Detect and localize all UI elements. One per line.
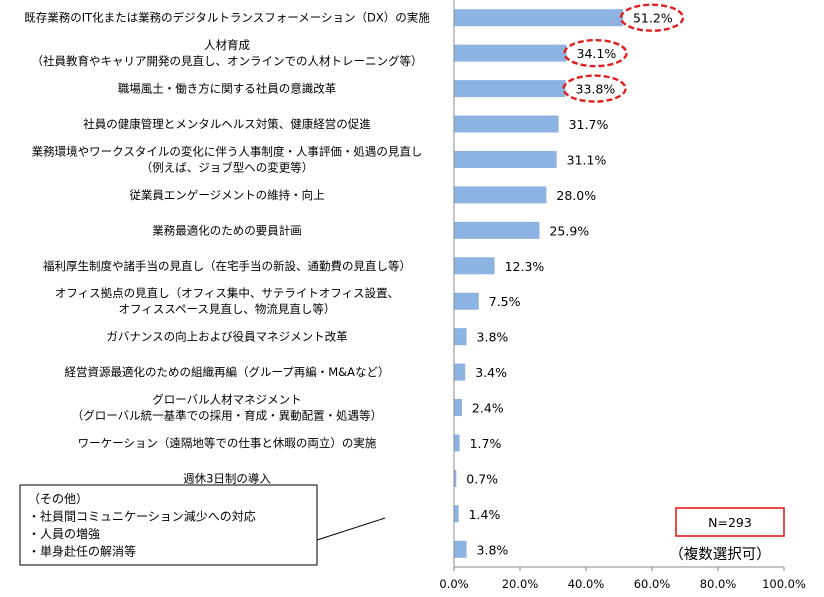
x-axis: 0.0% 20.0% 40.0% 60.0% 80.0% 100.0% [439,0,806,591]
category-label: オフィススペース見直し、物流見直し等） [119,302,336,316]
category-label: 社員の健康管理とメンタルヘルス対策、健康経営の促進 [83,117,371,131]
value-label: 0.7% [466,471,498,486]
bar [454,469,457,487]
value-label: 3.8% [477,542,509,557]
bar [454,363,466,381]
bar [454,9,623,27]
category-label: 業務最適化のための要員計画 [152,223,302,237]
other-note-line: ・人員の増強 [28,527,100,541]
value-label: 12.3% [505,259,545,274]
bar [454,399,462,417]
category-label: オフィス拠点の見直し（オフィス集中、サテライトオフィス設置、 [55,286,399,300]
x-tick-label: 60.0% [634,577,671,591]
value-label: 1.4% [469,507,501,522]
category-label: 職場風土・働き方に関する社員の意識改革 [118,82,337,96]
highlight-circle [619,3,685,32]
category-label: （社員教育やキャリア開発の見直し、オンラインでの人材トレーニング等） [32,54,423,68]
value-label: 1.7% [470,436,502,451]
other-note-box [19,484,318,566]
bars-layer: 既存業務のIT化または業務のデジタルトランスフォーメーション（DX）の実施 51.… [24,3,685,558]
value-label: 33.8% [576,82,616,97]
bar [454,150,557,168]
bar [454,115,559,133]
bar [454,44,567,62]
value-label: 51.2% [633,11,673,26]
bar [454,505,459,523]
value-label: 3.8% [477,330,509,345]
bar [454,221,540,239]
category-label: 週休3日制の導入 [183,471,271,485]
category-label: ガバナンスの向上および役員マネジメント改革 [106,330,347,344]
value-label: 31.7% [569,117,609,132]
annotations: （その他） ・社員間コミュニケーション減少への対応・人員の増強・単身赴任の解消等 N… [19,484,785,566]
bar [454,80,566,98]
other-note-line: （その他） [28,492,88,506]
value-label: 31.1% [567,152,607,167]
value-label: 2.4% [472,401,504,416]
category-label: 人材育成 [204,38,250,52]
x-tick-label: 100.0% [762,577,806,591]
category-label: ワーケーション（遠隔地等での仕事と休暇の両立）の実施 [78,436,377,450]
value-label: 34.1% [577,46,617,61]
x-tick-label: 0.0% [439,577,468,591]
value-label: 25.9% [549,223,589,238]
x-tick-label: 80.0% [700,577,737,591]
highlight-circle [562,74,627,103]
value-label: 3.4% [475,365,507,380]
other-note-line: ・単身赴任の解消等 [28,544,136,559]
category-label: 既存業務のIT化または業務のデジタルトランスフォーメーション（DX）の実施 [24,11,430,25]
bar [454,328,467,346]
sample-size-box [675,507,785,537]
category-label: （例えば、ジョブ型への変更等） [141,160,314,174]
category-label: 経営資源最適化のための組織再編（グループ再編・M&Aなど） [64,365,389,379]
category-label: 従業員エンゲージメントの維持・向上 [129,188,324,202]
category-label: グローバル人材マネジメント [152,393,301,407]
sample-size-label: N=293 [708,515,752,530]
bar [454,540,467,558]
other-note-line: ・社員間コミュニケーション減少への対応 [28,509,256,524]
highlight-circle [563,38,628,68]
category-label: 福利厚生制度や諸手当の見直し（在宅手当の新設、通勤費の見直し等） [43,259,411,273]
bar [454,434,460,452]
x-tick-label: 40.0% [568,577,605,591]
bar [454,257,495,275]
value-label: 7.5% [489,294,521,309]
bar [454,292,479,310]
bar [454,186,547,204]
category-label: （グローバル統一基準での採用・育成・異動配置・処遇等） [72,409,382,423]
value-label: 28.0% [556,188,596,203]
multiple-choice-label: （複数選択可） [669,546,771,563]
category-label: 業務環境やワークスタイルの変化に伴う人事制度・人事評価・処遇の見直し [32,144,423,158]
note-connector [316,517,386,541]
x-tick-label: 20.0% [502,577,539,591]
